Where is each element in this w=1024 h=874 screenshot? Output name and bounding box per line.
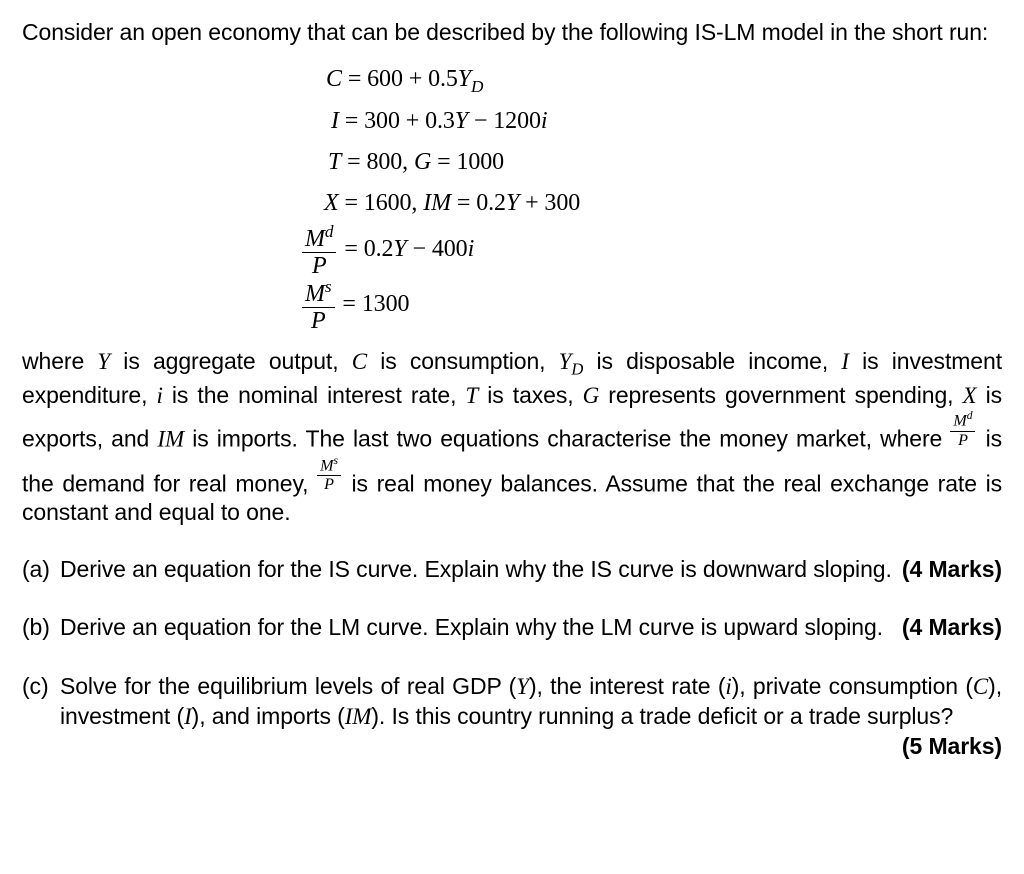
part-a-text: Derive an equation for the IS curve. Exp… [60, 556, 892, 582]
d-t6: is the nominal interest rate, [163, 382, 466, 408]
pc-c: C [973, 674, 988, 699]
ms-p: P [311, 308, 326, 334]
part-a: (a) Derive an equation for the IS curve.… [22, 555, 1002, 584]
ms-m: M [305, 281, 325, 307]
eq-tg: T = 800, G = 1000 [302, 142, 1002, 183]
md-rhs-1: = 0.2 [338, 236, 393, 262]
pc-y: Y [516, 674, 529, 699]
pc-t3: ), private consumption ( [732, 673, 973, 699]
im-rhs-1: = 0.2 [451, 190, 506, 216]
pc-im: IM [345, 704, 372, 729]
ms-sup: s [325, 277, 332, 296]
d-im: IM [157, 427, 184, 452]
i-y: Y [455, 108, 468, 134]
d-y: Y [97, 349, 110, 374]
pc-ii: I [184, 704, 192, 729]
i-rhs-1: = 300 + 0.3 [339, 108, 455, 134]
t-mid: = 800, [341, 149, 414, 175]
ms-frac: Ms P [302, 278, 335, 333]
d-t7: is taxes, [478, 382, 582, 408]
eq-money-supply: Ms P = 1300 [302, 278, 1002, 333]
d-ms-m: M [320, 457, 333, 474]
equation-block: C = 600 + 0.5YD I = 300 + 0.3Y − 1200i T… [22, 59, 1002, 334]
d-t8: represents government spending, [599, 382, 962, 408]
intro-paragraph: Consider an open economy that can be des… [22, 18, 1002, 47]
md-frac: Md P [302, 223, 336, 278]
d-yd-y: Y [559, 349, 572, 374]
ms-rhs: = 1300 [337, 291, 410, 317]
md-p: P [312, 253, 327, 279]
d-ms-sup: s [333, 454, 337, 467]
c-rhs-1: = 600 + 0.5 [342, 66, 458, 92]
g-rhs: = 1000 [431, 149, 504, 175]
part-c-marks: (5 Marks) [902, 732, 1002, 761]
pc-t2: ), the interest rate ( [529, 673, 725, 699]
md-i: i [468, 236, 475, 262]
part-a-label: (a) [22, 555, 60, 584]
md-y: Y [393, 236, 406, 262]
d-g: G [583, 383, 600, 408]
g-lhs: G [414, 149, 431, 175]
i-lhs: I [331, 108, 339, 134]
d-t4: is disposable income, [583, 348, 841, 374]
c-lhs: C [326, 66, 342, 92]
pc-t6: ). Is this country running a trade defic… [371, 703, 953, 729]
d-c: C [352, 349, 367, 374]
d-ms-frac: MsP [317, 455, 341, 494]
im-y: Y [506, 190, 519, 216]
x-lhs: X [324, 190, 339, 216]
t-lhs: T [328, 149, 341, 175]
i-rhs-2: − 1200 [468, 108, 541, 134]
d-t2: is aggregate output, [110, 348, 352, 374]
d-iinv: I [841, 349, 849, 374]
im-lhs: IM [423, 190, 451, 216]
d-t10: is imports. The last two equations chara… [184, 426, 950, 452]
c-y: Y [458, 66, 471, 92]
i-i: i [541, 108, 548, 134]
eq-xim: X = 1600, IM = 0.2Y + 300 [302, 183, 1002, 224]
d-md-frac: MdP [950, 410, 975, 449]
d-ms-p: P [317, 475, 341, 493]
d-t3: is consumption, [367, 348, 559, 374]
part-b-text: Derive an equation for the LM curve. Exp… [60, 614, 883, 640]
part-b: (b) Derive an equation for the LM curve.… [22, 613, 1002, 642]
part-c-label: (c) [22, 672, 60, 701]
description-paragraph: where Y is aggregate output, C is consum… [22, 347, 1002, 526]
eq-consumption: C = 600 + 0.5YD [302, 59, 1002, 101]
eq-investment: I = 300 + 0.3Y − 1200i [302, 101, 1002, 142]
eq-money-demand: Md P = 0.2Y − 400i [302, 223, 1002, 278]
d-t1: where [22, 348, 97, 374]
pc-t1: Solve for the equilibrium levels of real… [60, 673, 516, 699]
d-md-m: M [953, 413, 966, 430]
x-mid: = 1600, [339, 190, 424, 216]
d-x: X [963, 383, 977, 408]
d-md-p: P [950, 431, 975, 449]
part-c: (c) Solve for the equilibrium levels of … [22, 672, 1002, 760]
d-t: T [465, 383, 478, 408]
md-rhs-2: − 400 [407, 236, 468, 262]
d-md-sup: d [967, 409, 973, 422]
part-b-marks: (4 Marks) [902, 613, 1002, 642]
c-y-sub: D [471, 77, 483, 96]
im-rhs-2: + 300 [519, 190, 580, 216]
md-sup: d [325, 222, 334, 241]
d-yd-sub: D [571, 360, 583, 379]
part-a-marks: (4 Marks) [902, 555, 1002, 584]
part-b-label: (b) [22, 613, 60, 642]
pc-t5: ), and imports ( [192, 703, 345, 729]
md-m: M [305, 226, 325, 252]
